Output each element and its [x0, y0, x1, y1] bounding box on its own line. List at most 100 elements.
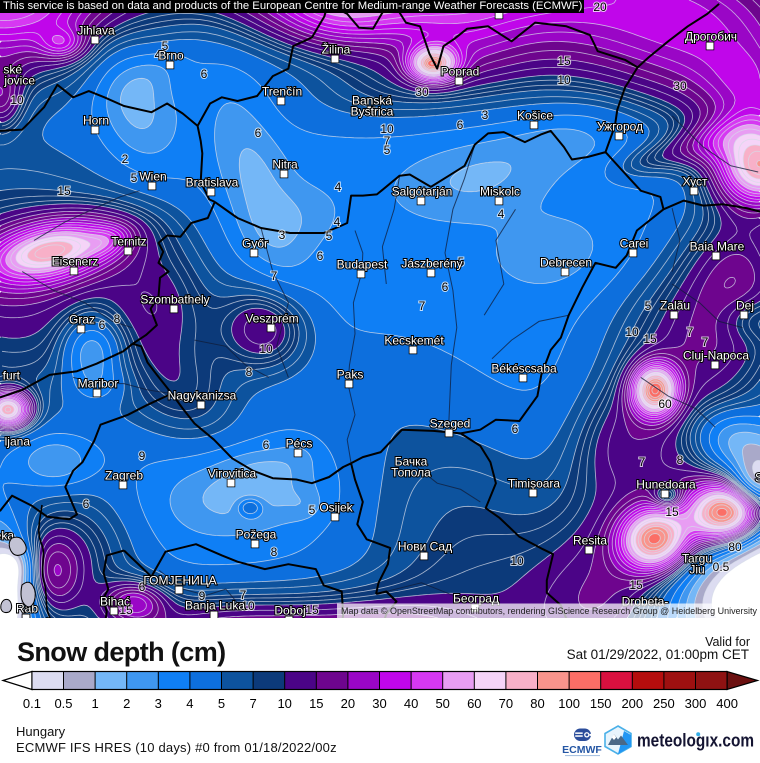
svg-text:10: 10: [241, 599, 255, 613]
svg-text:10: 10: [259, 342, 273, 356]
svg-text:10: 10: [557, 73, 571, 87]
svg-text:2: 2: [123, 696, 130, 711]
svg-text:3: 3: [279, 228, 286, 242]
svg-text:5: 5: [326, 229, 333, 243]
svg-text:4: 4: [335, 180, 342, 194]
svg-text:0.5: 0.5: [54, 696, 72, 711]
svg-text:60: 60: [467, 696, 481, 711]
svg-text:Eisenerz: Eisenerz: [52, 255, 99, 269]
svg-text:8: 8: [246, 365, 253, 379]
svg-text:Trenčín: Trenčín: [262, 85, 302, 99]
svg-text:Osijek: Osijek: [319, 501, 353, 515]
svg-text:5: 5: [131, 171, 138, 185]
svg-text:Timişoara: Timişoara: [508, 477, 561, 491]
svg-text:20: 20: [341, 696, 355, 711]
svg-text:ljana: ljana: [5, 435, 31, 449]
svg-text:Map data © OpenStreetMap contr: Map data © OpenStreetMap contributors, r…: [341, 606, 757, 617]
svg-text:6: 6: [442, 280, 449, 294]
svg-text:Maribor: Maribor: [78, 377, 119, 391]
svg-text:15: 15: [305, 603, 319, 617]
svg-text:30: 30: [415, 85, 429, 99]
svg-text:5: 5: [309, 503, 316, 517]
svg-text:Horn: Horn: [83, 114, 109, 128]
svg-text:70: 70: [499, 696, 513, 711]
svg-text:7: 7: [419, 299, 426, 313]
svg-text:8: 8: [677, 453, 684, 467]
svg-text:7: 7: [249, 696, 256, 711]
svg-text:jovice: jovice: [3, 74, 35, 88]
svg-text:40: 40: [404, 696, 418, 711]
svg-text:6: 6: [457, 118, 464, 132]
svg-text:Virovitica: Virovitica: [208, 467, 257, 481]
svg-text:meteologıx.com: meteologıx.com: [637, 731, 754, 751]
svg-text:Nagykanizsa: Nagykanizsa: [168, 389, 237, 403]
svg-text:Salgótarján: Salgótarján: [392, 185, 453, 199]
svg-text:3: 3: [155, 696, 162, 711]
svg-text:Rab: Rab: [16, 602, 38, 616]
svg-text:Debrecen: Debrecen: [540, 256, 592, 270]
svg-text:150: 150: [590, 696, 612, 711]
svg-text:8: 8: [271, 545, 278, 559]
svg-text:Košice: Košice: [517, 109, 553, 123]
svg-text:Szombathely: Szombathely: [140, 293, 209, 307]
svg-text:5: 5: [384, 143, 391, 157]
svg-text:Београд: Београд: [453, 592, 499, 606]
svg-text:30: 30: [673, 79, 687, 93]
svg-text:Banja Luka: Banja Luka: [185, 599, 245, 613]
svg-text:7: 7: [639, 455, 646, 469]
svg-text:Zalău: Zalău: [660, 299, 690, 313]
svg-text:Ternitz: Ternitz: [111, 235, 146, 249]
svg-text:7: 7: [240, 588, 247, 602]
svg-text:9: 9: [199, 589, 206, 603]
svg-text:6: 6: [255, 126, 262, 140]
svg-text:4: 4: [155, 48, 162, 62]
svg-text:Хуст: Хуст: [682, 175, 708, 189]
svg-text:Cluj-Napoca: Cluj-Napoca: [683, 349, 749, 363]
svg-text:400: 400: [716, 696, 738, 711]
svg-text:Kecskemét: Kecskemét: [384, 334, 444, 348]
svg-text:6: 6: [83, 497, 90, 511]
svg-text:5: 5: [218, 696, 225, 711]
svg-text:4: 4: [186, 696, 193, 711]
svg-text:Brno: Brno: [158, 49, 184, 63]
svg-text:80: 80: [530, 696, 544, 711]
svg-text:10: 10: [510, 554, 524, 568]
svg-text:Bystrica: Bystrica: [351, 105, 394, 119]
svg-text:6: 6: [263, 438, 270, 452]
svg-text:8: 8: [114, 312, 121, 326]
svg-text:Banská: Banská: [352, 94, 392, 108]
svg-text:Pécs: Pécs: [286, 437, 313, 451]
svg-text:1: 1: [91, 696, 98, 711]
svg-text:Dej: Dej: [736, 299, 754, 313]
svg-text:Győr: Győr: [242, 237, 268, 251]
svg-text:Дрогобич: Дрогобич: [685, 30, 737, 44]
svg-text:Targu: Targu: [682, 552, 712, 566]
svg-text:Szeged: Szeged: [430, 417, 471, 431]
svg-text:Veszprém: Veszprém: [245, 312, 298, 326]
svg-text:Resita: Resita: [573, 534, 607, 548]
svg-text:5: 5: [645, 299, 652, 313]
svg-text:Топола: Топола: [391, 466, 431, 480]
svg-text:6: 6: [99, 318, 106, 332]
svg-text:200: 200: [621, 696, 643, 711]
svg-text:2: 2: [122, 152, 129, 166]
svg-text:Graz: Graz: [69, 313, 95, 327]
svg-text:Wien: Wien: [139, 170, 166, 184]
svg-text:6: 6: [201, 67, 208, 81]
svg-text:Jászberény: Jászberény: [401, 257, 462, 271]
svg-text:5: 5: [162, 39, 169, 53]
svg-text:Doboj: Doboj: [274, 604, 305, 618]
svg-text:15: 15: [665, 505, 679, 519]
svg-text:300: 300: [685, 696, 707, 711]
svg-text:15: 15: [309, 696, 323, 711]
svg-text:4: 4: [498, 207, 505, 221]
svg-text:60: 60: [658, 397, 672, 411]
svg-text:80: 80: [728, 540, 742, 554]
svg-text:100: 100: [558, 696, 580, 711]
svg-text:Jihlava: Jihlava: [77, 24, 115, 38]
svg-text:Békéscsaba: Békéscsaba: [491, 362, 557, 376]
svg-text:Carei: Carei: [620, 237, 649, 251]
svg-text:10: 10: [625, 325, 639, 339]
svg-text:9: 9: [139, 449, 146, 463]
svg-text:Paks: Paks: [337, 368, 364, 382]
